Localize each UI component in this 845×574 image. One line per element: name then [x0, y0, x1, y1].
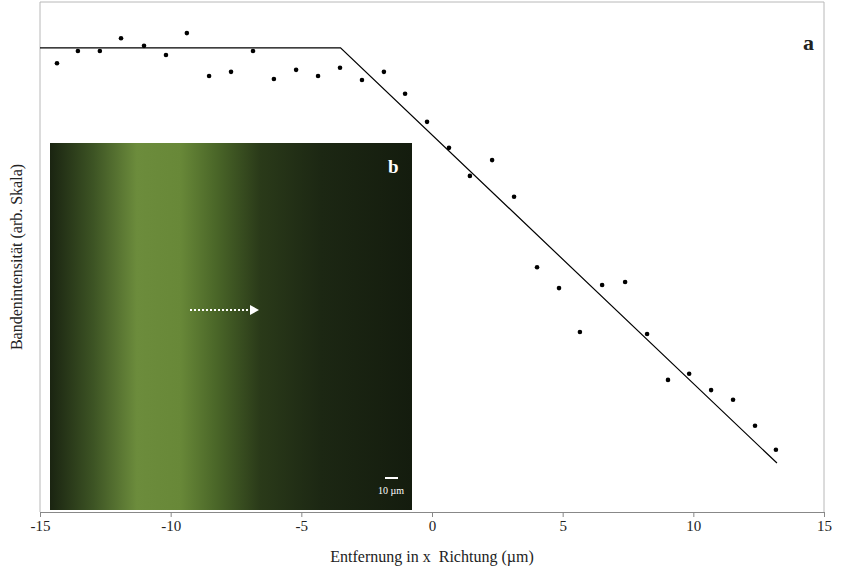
frame-line: [824, 2, 825, 512]
data-point: [774, 447, 779, 452]
data-point: [753, 424, 758, 429]
data-point: [76, 49, 81, 54]
data-point: [578, 330, 583, 335]
x-tick-label: -5: [296, 518, 309, 534]
frame: [40, 2, 824, 512]
data-point: [403, 92, 408, 97]
frame-line: [40, 2, 41, 512]
x-axis-line: [41, 513, 825, 518]
data-point: [251, 49, 256, 54]
x-axis: -15 -10 -5 0 5 10 15: [31, 512, 833, 534]
data-point: [164, 53, 169, 58]
x-tick-label: -15: [31, 518, 51, 534]
data-point: [382, 70, 387, 75]
panel-label: b: [388, 156, 399, 177]
data-point: [316, 74, 321, 79]
data-point: [623, 280, 628, 285]
x-tick-mark: [432, 512, 433, 517]
data-point: [294, 68, 299, 73]
scale-bar-label: 10 µm: [378, 485, 404, 496]
chart: -15 -10 -5 0 5 10 15 Entfernung in x Richtung (…: [0, 0, 845, 574]
data-point: [360, 78, 365, 83]
frame-line: [40, 2, 824, 3]
data-point: [645, 332, 650, 337]
x-tick-label: 0: [429, 518, 437, 534]
data-point: [731, 398, 736, 403]
data-point: [338, 65, 343, 70]
data-point: [687, 371, 692, 376]
x-tick-mark: [563, 512, 564, 517]
data-point: [512, 195, 517, 200]
data-point: [709, 388, 714, 393]
data-point: [557, 286, 562, 291]
x-tick-mark: [693, 512, 694, 517]
fit-line: [40, 48, 777, 463]
data-point: [98, 49, 103, 54]
inset-image: [50, 143, 412, 510]
x-tick-label: 15: [817, 518, 832, 534]
x-tick-mark: [40, 512, 41, 517]
data-point: [229, 70, 234, 75]
plot-area: [40, 31, 778, 463]
x-tick: -15: [31, 512, 51, 534]
data-point: [600, 283, 605, 288]
inset-arrow: [190, 309, 250, 311]
x-tick: -5: [296, 512, 309, 534]
data-point: [468, 174, 473, 179]
data-point: [207, 74, 212, 79]
x-tick: 15: [817, 512, 832, 534]
data-point: [425, 120, 430, 125]
data-point: [272, 77, 277, 82]
y-axis-title: Bandenintensität (arb. Skala): [8, 164, 26, 350]
x-tick-mark: [171, 512, 172, 517]
data-point: [55, 61, 60, 66]
x-tick-label: 5: [559, 518, 567, 534]
data-point: [666, 378, 671, 383]
x-axis-title: Entfernung in x Richtung (µm): [330, 548, 533, 566]
data-point: [185, 31, 190, 36]
x-tick-mark: [824, 512, 825, 517]
x-tick: 5: [559, 512, 567, 534]
x-tick-label: 10: [686, 518, 701, 534]
x-tick-label: -10: [161, 518, 181, 534]
inset: [50, 143, 412, 510]
data-point: [490, 158, 495, 163]
x-tick: -10: [161, 512, 181, 534]
data-point: [119, 36, 124, 41]
x-tick: 0: [429, 512, 437, 534]
x-tick-mark: [301, 512, 302, 517]
scale-bar: [385, 477, 398, 479]
inset-arrow-head: [250, 305, 259, 315]
panel-label: a: [803, 30, 814, 55]
x-tick: 10: [686, 512, 701, 534]
data-point: [535, 265, 540, 270]
